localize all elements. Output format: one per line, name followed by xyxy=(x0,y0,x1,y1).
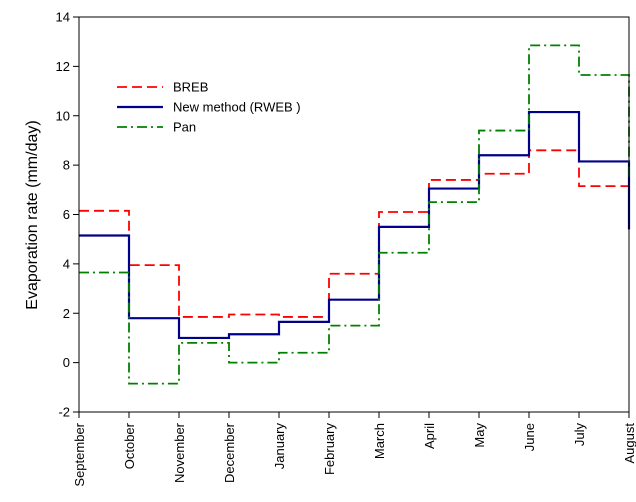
y-tick-label: -2 xyxy=(58,405,70,420)
y-tick-label: 0 xyxy=(63,355,70,370)
plot-frame xyxy=(78,16,630,413)
legend-label-0: BREB xyxy=(173,80,208,95)
x-tick-label: September xyxy=(72,422,87,486)
y-tick-label: 2 xyxy=(63,306,70,321)
legend: BREB New method (RWEB ) Pan xyxy=(117,80,301,135)
y-tick-label: 8 xyxy=(63,158,70,173)
legend-label-1: New method (RWEB ) xyxy=(173,100,301,115)
legend-label-2: Pan xyxy=(173,120,196,135)
series-line-1 xyxy=(79,110,631,340)
x-tick-label: November xyxy=(172,422,187,483)
y-tick-label: 14 xyxy=(56,10,70,25)
y-tick-label: 6 xyxy=(63,207,70,222)
series-line-2 xyxy=(79,44,630,385)
y-axis-title: Evaporation rate (mm/day) xyxy=(24,120,41,309)
x-tick-label: August xyxy=(622,423,636,464)
x-tick-label: October xyxy=(122,422,137,469)
x-tick-label: January xyxy=(272,423,287,470)
x-tick-label: December xyxy=(222,422,237,483)
x-tick-label: July xyxy=(572,423,587,447)
series-line-0 xyxy=(79,149,630,318)
y-tick-label: 12 xyxy=(56,59,70,74)
x-tick-label: April xyxy=(422,423,437,449)
y-tick-label: 4 xyxy=(63,256,70,271)
plot-area: -2 0 2 4 6 8 10 12 14 September October November Dec… xyxy=(56,10,636,487)
x-tick-label: February xyxy=(322,423,337,476)
y-tick-label: 10 xyxy=(56,108,70,123)
x-tick-label: May xyxy=(472,423,487,448)
x-tick-label: June xyxy=(522,423,537,451)
x-tick-label: March xyxy=(372,423,387,459)
